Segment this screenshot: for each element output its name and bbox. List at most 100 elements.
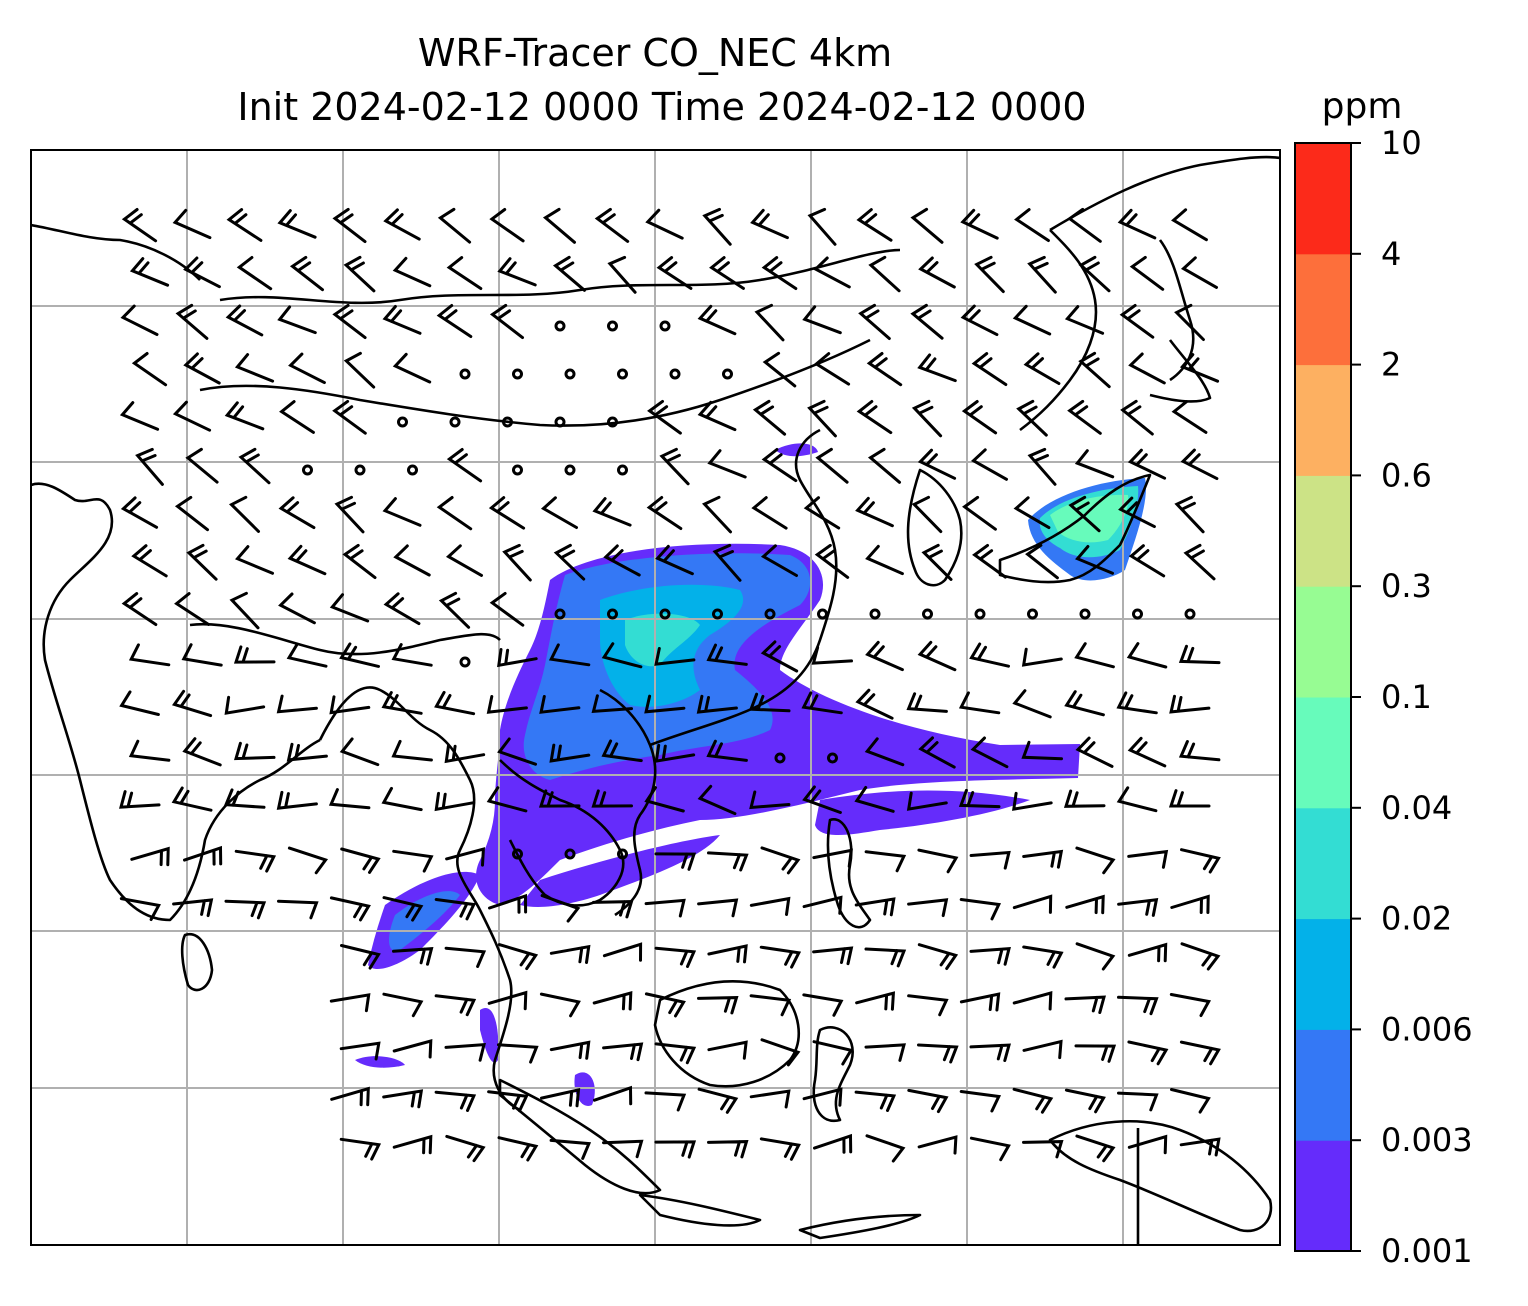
calm-wind-marker [1079,608,1091,620]
wind-barb [549,1040,591,1060]
wind-barb [697,400,737,432]
wind-barb [1012,991,1053,1011]
wind-barb [856,400,893,435]
wind-barb [278,592,316,625]
wind-barb [277,305,317,335]
wind-barb [1169,694,1211,714]
sri-lanka [180,932,214,992]
wind-barb [868,255,901,293]
wind-barb [329,695,371,715]
wind-barb [444,744,486,764]
wind-barb [288,352,326,385]
calm-wind-marker [407,464,418,476]
wind-barb [128,739,171,762]
wind-barb [802,993,844,1017]
wind-barb [392,352,432,384]
colorbar-tick-label: 0.001 [1381,1232,1473,1270]
wind-barb [343,255,376,293]
wind-barb [445,1134,486,1163]
central-asia-border [31,223,201,281]
wind-barb [801,691,843,715]
wind-barb [959,898,1002,921]
wind-barb [855,496,894,528]
wind-barb [1012,894,1053,914]
wind-barb [383,208,421,241]
wind-barb [749,994,792,1017]
calm-wind-marker [512,464,523,476]
wind-barb [917,848,959,874]
wind-barb [646,496,683,530]
colorbar-tick-label: 2 [1381,346,1401,384]
plume-sumatra-patch [574,1072,595,1106]
wind-barb [183,352,221,385]
calm-wind-marker [607,320,618,332]
wind-barb [229,591,260,630]
wind-barb [1012,791,1053,811]
wind-barb [381,691,423,715]
wind-barb [1022,945,1064,969]
wind-barb [1171,400,1208,434]
wind-barb [812,1040,854,1066]
wind-barb [864,947,907,968]
wind-barb [911,495,943,534]
calm-wind-marker [774,752,786,764]
wind-barb [1016,399,1048,437]
siberia-coast [1049,155,1280,232]
colorbar-segment [1295,586,1351,698]
wind-barb [489,208,525,243]
wind-barb [223,788,266,809]
wind-barb [175,303,209,340]
wind-barb [1116,786,1158,813]
wind-barb [760,640,799,673]
wind-barb [802,305,842,335]
wind-barb [1127,448,1167,480]
wind-barb [548,643,591,667]
wind-barb [277,209,317,239]
wind-barb [807,399,837,438]
wind-barb [171,689,213,718]
wind-barb [1127,1040,1169,1066]
wind-barb [858,303,891,340]
plume-bay-inner [388,891,460,951]
wind-barb [959,992,1001,1012]
wind-barb [697,304,737,336]
wind-barb [329,896,371,922]
colorbar-segment [1295,918,1351,1030]
wind-barb [1179,1137,1221,1157]
wind-barb [855,991,896,1011]
wind-barb [707,1140,749,1159]
wind-barb [602,1139,644,1159]
wind-barb [1027,255,1057,294]
wind-barb [1126,642,1168,669]
calm-wind-marker [459,368,471,380]
calm-wind-marker [554,416,566,428]
wind-barb [1117,1091,1159,1112]
coastlines [31,155,1280,1245]
wind-barb [185,447,219,484]
calm-wind-marker [764,608,776,620]
wind-barb [962,495,997,531]
wind-barb [332,399,367,435]
wind-barb [128,643,171,667]
wind-barb [497,1043,539,1064]
wind-barb [1068,495,1101,533]
wind-barb [1067,207,1102,243]
wind-barb [1127,1134,1168,1155]
wind-barb [802,785,842,814]
wind-barb [497,943,539,971]
wind-barb [654,852,697,871]
japan-honshu [998,473,1152,584]
wind-barb [602,942,643,962]
wind-barb [813,256,851,289]
wind-barb [712,543,742,582]
wind-barb [1170,894,1210,914]
wind-barb [119,790,161,809]
wind-barb [918,256,956,289]
wind-barb [911,399,943,438]
wind-barb [760,846,801,875]
wind-barb [907,994,949,1017]
wind-barb [644,898,686,918]
co-tracer-plume [355,443,1146,1106]
wind-barb [171,786,213,812]
timor [798,1213,922,1240]
